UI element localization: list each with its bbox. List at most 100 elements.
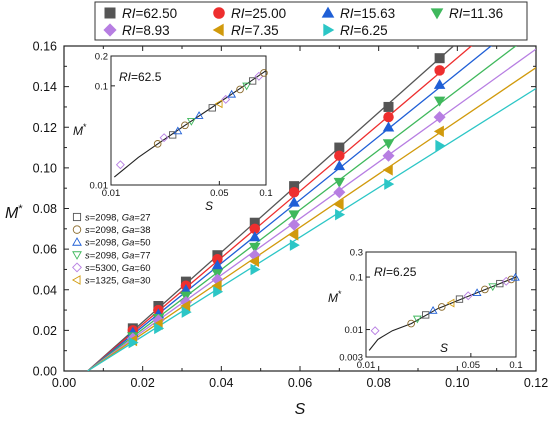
y-axis-label: M*	[5, 203, 23, 222]
legend-left-label: s=2098, Ga=27	[85, 213, 151, 224]
point-ri-6.25	[128, 336, 139, 349]
point-ri-62.50	[383, 101, 394, 112]
point-ri-6.25	[384, 178, 395, 190]
inset-point	[159, 133, 169, 143]
legend-left-marker	[72, 225, 82, 234]
y-tick-label: 0.08	[33, 202, 57, 216]
x-tick-label: 0.12	[524, 376, 548, 390]
inset-point	[153, 140, 162, 148]
legend-marker-ri-8.93	[103, 23, 117, 37]
inset-point	[186, 118, 196, 126]
y-tick-label: 0.04	[33, 283, 57, 297]
inset-point	[496, 279, 504, 288]
legend-label-ri-8.93: RI=8.93	[122, 23, 170, 38]
inset-point	[208, 104, 216, 112]
legend-box	[94, 1, 528, 41]
inset-y-label: M*	[73, 122, 87, 138]
legend-left-marker	[72, 212, 82, 222]
inset-x-label: S	[205, 199, 213, 213]
legend-label-ri-62.50: RI=62.50	[122, 6, 177, 21]
y-tick-label: 0.10	[33, 161, 57, 175]
legend-marker-ri-15.63	[321, 6, 335, 18]
y-tick-label: 0.06	[33, 243, 57, 257]
inset-point	[422, 311, 430, 319]
x-axis-ticks: 0.00 0.02 0.04 0.06 0.08 0.10 0.12	[52, 46, 548, 390]
inset-x-tick-label: 0.01	[357, 360, 376, 371]
point-ri-8.93	[382, 149, 395, 162]
legend-left-marker	[72, 237, 82, 246]
legend-left-label: s=2098, Ga=50	[85, 238, 151, 249]
point-ri-8.93	[333, 186, 346, 199]
inset-y-label: M*	[328, 289, 342, 305]
legend-top: RI=62.50 RI=25.00 RI=15.63 RI=11.36 RI=8.93 R…	[94, 1, 528, 41]
point-ri-6.25	[213, 286, 224, 298]
inset-x-label: S	[440, 341, 448, 355]
point-ri-11.36	[333, 177, 346, 188]
point-ri-6.25	[181, 306, 192, 318]
point-ri-6.25	[335, 208, 346, 221]
legend-marker-ri-6.25	[323, 23, 335, 37]
inset-point	[446, 298, 455, 308]
point-ri-7.35	[433, 125, 444, 138]
inset-point	[455, 295, 464, 303]
inset-point	[248, 77, 257, 85]
inset-point	[370, 326, 380, 336]
point-ri-8.93	[288, 218, 301, 231]
point-ri-15.63	[211, 259, 224, 270]
inset-point	[236, 85, 244, 94]
legend-marker-ri-7.35	[212, 23, 224, 37]
legend-marker-ri-62.50	[104, 7, 116, 19]
inset-point	[488, 283, 498, 292]
x-tick-label: 0.02	[130, 376, 154, 390]
inset-x-tick-label: 0.1	[259, 188, 272, 199]
inset-point	[407, 319, 415, 328]
y-tick-label: 0.00	[33, 365, 57, 379]
point-ri-7.35	[333, 198, 344, 211]
inset-y-tick-label: 0.003	[339, 353, 363, 364]
inset-frame	[365, 251, 517, 358]
point-ri-6.25	[154, 322, 165, 335]
x-tick-label: 0.08	[366, 376, 390, 390]
x-tick-label: 0.06	[288, 376, 312, 390]
data-points	[126, 53, 446, 349]
inset-x-tick-label: 0.01	[102, 188, 121, 199]
legend-left-label: s=1325, Ga=30	[85, 276, 151, 287]
point-ri-11.36	[382, 139, 395, 150]
inset-point	[437, 303, 446, 311]
point-ri-11.36	[249, 242, 261, 253]
point-ri-15.63	[180, 284, 192, 294]
point-ri-25.00	[212, 254, 223, 265]
legend-label-ri-25.00: RI=25.00	[231, 6, 286, 21]
inset-point	[428, 305, 438, 314]
inset-point	[412, 315, 422, 324]
legend-left-label: s=5300, Ga=60	[85, 263, 151, 274]
legend-left-marker	[71, 275, 81, 285]
legend-left: s=2098, Ga=27s=2098, Ga=38s=2098, Ga=50s…	[71, 212, 151, 287]
inset-title: RI=62.5	[119, 70, 162, 84]
inset-point	[463, 291, 473, 301]
legend-marker-ri-11.36	[430, 8, 444, 20]
inset-point	[481, 285, 489, 294]
point-ri-62.50	[289, 181, 300, 192]
inset-point	[181, 121, 189, 130]
point-ri-6.25	[435, 139, 446, 152]
point-ri-62.50	[249, 217, 260, 228]
legend-left-marker	[72, 262, 82, 273]
point-ri-25.00	[249, 223, 261, 235]
point-ri-15.63	[249, 231, 261, 242]
point-ri-25.00	[288, 187, 300, 198]
x-axis-label: S	[295, 401, 306, 418]
point-ri-25.00	[434, 65, 445, 76]
inset-point	[501, 276, 511, 286]
legend-label-ri-11.36: RI=11.36	[449, 6, 503, 21]
legend-label-ri-7.35: RI=7.35	[231, 23, 279, 38]
x-tick-label: 0.00	[52, 376, 76, 390]
legend-left-label: s=2098, Ga=77	[85, 250, 151, 261]
inset-point	[242, 82, 252, 91]
inset-point	[194, 111, 204, 119]
legend-label-ri-15.63: RI=15.63	[340, 6, 395, 21]
inset-ri-62-5: 0.01 0.05 0.1 0.01 0.1 0.2 RI=62.5 M* S	[73, 52, 273, 214]
inset-y-tick-label: 0.01	[345, 325, 364, 336]
y-tick-label: 0.16	[33, 40, 57, 54]
